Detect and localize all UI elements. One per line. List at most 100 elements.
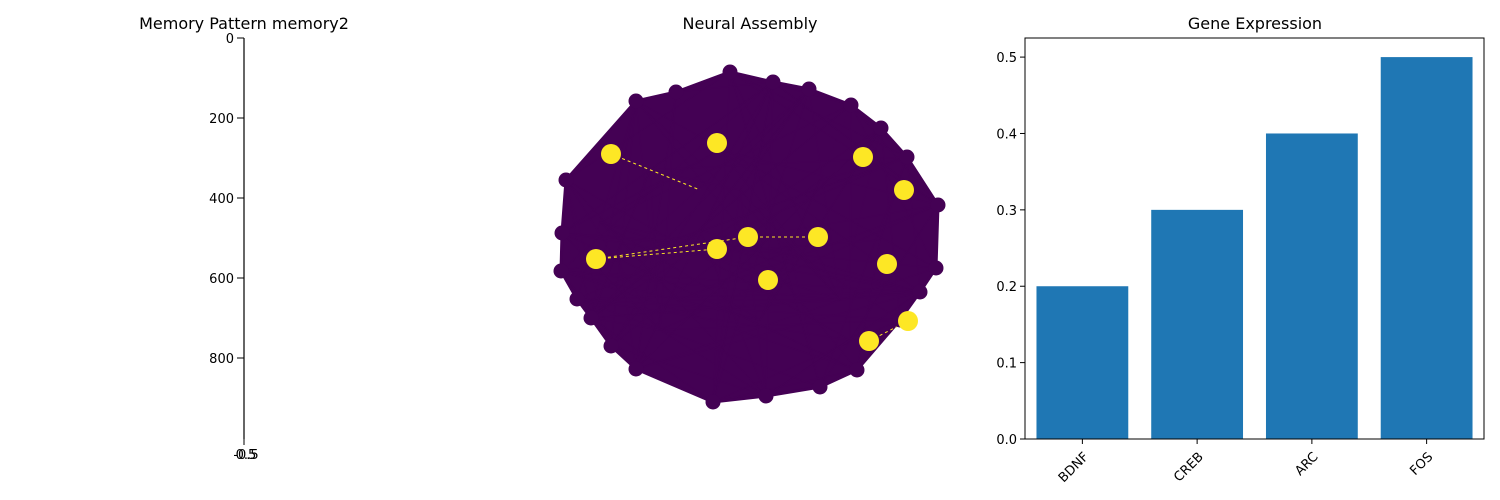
bar-x-ticks: BDNF CREB ARC FOS: [1056, 439, 1436, 486]
network-edge: [729, 71, 852, 106]
memory-pattern-title: Memory Pattern memory2: [139, 14, 349, 33]
active-node: [586, 249, 606, 269]
gene-expression-panel: Gene Expression 0.0 0.1 0.2 0.3 0.4 0.5 BDNF C…: [996, 14, 1485, 486]
network-edge: [659, 329, 767, 397]
network-edge: [739, 189, 841, 301]
network-node: [843, 97, 859, 113]
x-tick-label: -0.5: [233, 448, 258, 463]
network-edge: [560, 270, 637, 370]
active-edge: [595, 236, 749, 260]
y-tick-label: 600: [209, 272, 234, 287]
network-edge: [561, 232, 612, 347]
network-edge: [619, 259, 637, 370]
network-node: [928, 260, 944, 276]
bar-fos: [1380, 57, 1473, 439]
network-edge: [856, 239, 881, 371]
neural-assembly-title: Neural Assembly: [683, 14, 818, 33]
y-tick-label: 0.4: [996, 127, 1017, 142]
network-edge: [729, 71, 821, 388]
network-edge: [819, 156, 908, 388]
network-edge: [610, 179, 821, 347]
network-edge: [879, 156, 908, 241]
network-node: [812, 379, 828, 395]
network-edge: [560, 270, 761, 321]
network-edge: [729, 71, 908, 158]
y-tick-label: 0.1: [996, 357, 1017, 372]
network-node: [668, 84, 684, 100]
network-edge: [856, 291, 921, 371]
network-edge: [712, 369, 858, 403]
network-edge: [561, 232, 858, 371]
network-edge: [839, 239, 881, 301]
network-edge: [565, 179, 661, 331]
network-edge: [590, 100, 637, 319]
network-edge: [590, 88, 810, 319]
network-edge: [599, 104, 852, 223]
network-node: [628, 93, 644, 109]
y-tick-label: 0.5: [996, 51, 1017, 66]
network-node: [765, 74, 781, 90]
network-edge: [659, 91, 677, 331]
y-tick-label: 800: [209, 352, 234, 367]
active-node: [738, 227, 758, 247]
network-edge: [659, 229, 701, 331]
network-edge: [561, 232, 921, 293]
network-node: [553, 263, 569, 279]
network-node: [628, 361, 644, 377]
network-edge: [759, 179, 821, 321]
y-tick-label: 0.2: [996, 280, 1017, 295]
bar-arc: [1265, 133, 1358, 439]
bar-plot-frame: [1024, 37, 1485, 440]
bar-bdnf: [1036, 286, 1129, 439]
network-edge: [565, 179, 767, 397]
y-tick-label: 0.0: [996, 433, 1017, 448]
gene-expression-title: Gene Expression: [1188, 14, 1322, 33]
active-node: [877, 254, 897, 274]
network-node: [801, 81, 817, 97]
active-node: [853, 147, 873, 167]
active-node: [894, 180, 914, 200]
x-tick-label: BDNF: [1056, 450, 1092, 486]
network-edge: [576, 156, 908, 300]
y-tick-label: 0: [226, 32, 234, 47]
network-node: [849, 362, 865, 378]
network-edge: [659, 319, 901, 331]
bar-creb: [1151, 209, 1244, 439]
network-edge: [659, 189, 741, 331]
bar-marks: [1036, 57, 1473, 439]
network-edge: [590, 104, 852, 319]
network-edge: [765, 339, 851, 397]
network-edge: [576, 298, 821, 388]
network-edge: [850, 104, 937, 269]
network-edge: [619, 88, 810, 261]
network-node: [912, 284, 928, 300]
network-edge: [849, 104, 852, 341]
active-node: [601, 144, 621, 164]
network-edge: [561, 232, 937, 269]
network-node: [705, 394, 721, 410]
network-edge: [839, 127, 882, 301]
network-edge: [739, 88, 810, 191]
network-edge: [819, 156, 908, 181]
active-node: [758, 270, 778, 290]
network-node: [873, 120, 889, 136]
network-node: [930, 197, 946, 213]
active-node: [707, 133, 727, 153]
network-node: [722, 64, 738, 80]
network-edge: [635, 127, 882, 370]
network-edge: [635, 100, 937, 269]
network-edge: [635, 291, 921, 370]
x-tick-label: CREB: [1171, 450, 1207, 486]
network-node: [558, 172, 574, 188]
network-edge: [635, 100, 791, 251]
network-edge: [610, 345, 767, 397]
network-edge: [565, 71, 731, 181]
network-node: [583, 310, 599, 326]
network-edge: [765, 81, 774, 397]
x-tick-label: FOS: [1407, 450, 1436, 479]
network-edge: [561, 81, 774, 234]
active-node: [859, 331, 879, 351]
network-edge: [739, 189, 767, 397]
active-edge: [610, 153, 701, 191]
